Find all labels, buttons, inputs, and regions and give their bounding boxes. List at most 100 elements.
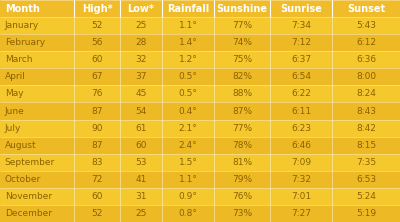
Bar [0, 154, 400, 171]
Text: 90: 90 [91, 124, 103, 133]
Text: 28: 28 [135, 38, 147, 47]
Text: June: June [5, 107, 24, 115]
Text: 6:53: 6:53 [356, 175, 376, 184]
Text: 79%: 79% [232, 175, 252, 184]
Text: December: December [5, 209, 52, 218]
Text: 8:42: 8:42 [356, 124, 376, 133]
Bar [0, 85, 400, 103]
Bar [0, 137, 400, 154]
Bar [0, 205, 400, 222]
Text: January: January [5, 21, 39, 30]
Text: Month: Month [5, 4, 40, 14]
Text: 75%: 75% [232, 55, 252, 64]
Text: 7:35: 7:35 [356, 158, 376, 167]
Text: High*: High* [82, 4, 112, 14]
Text: 1.5°: 1.5° [178, 158, 198, 167]
Text: 78%: 78% [232, 141, 252, 150]
Text: 6:23: 6:23 [291, 124, 311, 133]
Text: September: September [5, 158, 55, 167]
Text: 83: 83 [91, 158, 103, 167]
Text: 87: 87 [91, 107, 103, 115]
Text: March: March [5, 55, 32, 64]
Text: 6:22: 6:22 [291, 89, 311, 98]
Text: 7:01: 7:01 [291, 192, 311, 201]
Text: 7:34: 7:34 [291, 21, 311, 30]
Text: 60: 60 [135, 141, 147, 150]
Text: Sunshine: Sunshine [216, 4, 268, 14]
Text: 7:12: 7:12 [291, 38, 311, 47]
Text: 1.1°: 1.1° [178, 175, 198, 184]
Bar [0, 34, 400, 51]
Text: October: October [5, 175, 41, 184]
Text: 2.1°: 2.1° [179, 124, 197, 133]
Text: May: May [5, 89, 24, 98]
Text: 52: 52 [91, 209, 103, 218]
Text: 0.5°: 0.5° [178, 72, 198, 81]
Text: 81%: 81% [232, 158, 252, 167]
Text: 77%: 77% [232, 124, 252, 133]
Text: 73%: 73% [232, 209, 252, 218]
Text: 0.5°: 0.5° [178, 89, 198, 98]
Text: 6:37: 6:37 [291, 55, 311, 64]
Text: 76: 76 [91, 89, 103, 98]
Text: Low*: Low* [128, 4, 154, 14]
Text: 56: 56 [91, 38, 103, 47]
Text: 31: 31 [135, 192, 147, 201]
Text: 25: 25 [135, 21, 147, 30]
Text: 76%: 76% [232, 192, 252, 201]
Text: 52: 52 [91, 21, 103, 30]
Bar [0, 171, 400, 188]
Text: 37: 37 [135, 72, 147, 81]
Text: 1.1°: 1.1° [178, 21, 198, 30]
Text: 8:43: 8:43 [356, 107, 376, 115]
Text: 67: 67 [91, 72, 103, 81]
Text: November: November [5, 192, 52, 201]
Text: 32: 32 [135, 55, 147, 64]
Text: April: April [5, 72, 26, 81]
Text: August: August [5, 141, 36, 150]
Bar [0, 188, 400, 205]
Text: 41: 41 [135, 175, 147, 184]
Text: 7:09: 7:09 [291, 158, 311, 167]
Text: 53: 53 [135, 158, 147, 167]
Text: 88%: 88% [232, 89, 252, 98]
Text: 61: 61 [135, 124, 147, 133]
Text: 87: 87 [91, 141, 103, 150]
Text: 8:15: 8:15 [356, 141, 376, 150]
Text: 0.8°: 0.8° [178, 209, 198, 218]
Text: 5:19: 5:19 [356, 209, 376, 218]
Text: 6:54: 6:54 [291, 72, 311, 81]
Text: 0.4°: 0.4° [179, 107, 197, 115]
Text: 87%: 87% [232, 107, 252, 115]
Text: 6:46: 6:46 [291, 141, 311, 150]
Text: 5:24: 5:24 [356, 192, 376, 201]
Bar [0, 17, 400, 34]
Text: 77%: 77% [232, 21, 252, 30]
Text: July: July [5, 124, 21, 133]
Bar [0, 68, 400, 85]
Text: 8:00: 8:00 [356, 72, 376, 81]
Text: 60: 60 [91, 192, 103, 201]
Text: February: February [5, 38, 45, 47]
Text: 5:43: 5:43 [356, 21, 376, 30]
Text: 6:12: 6:12 [356, 38, 376, 47]
Text: Rainfall: Rainfall [167, 4, 209, 14]
Text: 7:27: 7:27 [291, 209, 311, 218]
Text: 7:32: 7:32 [291, 175, 311, 184]
Text: 54: 54 [135, 107, 147, 115]
Text: 2.4°: 2.4° [179, 141, 197, 150]
Text: 1.2°: 1.2° [179, 55, 197, 64]
Text: 0.9°: 0.9° [178, 192, 198, 201]
Text: 74%: 74% [232, 38, 252, 47]
Text: 25: 25 [135, 209, 147, 218]
Text: 8:24: 8:24 [356, 89, 376, 98]
Text: Sunrise: Sunrise [280, 4, 322, 14]
Bar [0, 0, 400, 17]
Text: Sunset: Sunset [347, 4, 385, 14]
Text: 72: 72 [91, 175, 103, 184]
Text: 6:11: 6:11 [291, 107, 311, 115]
Text: 6:36: 6:36 [356, 55, 376, 64]
Bar [0, 119, 400, 137]
Bar [0, 103, 400, 119]
Text: 82%: 82% [232, 72, 252, 81]
